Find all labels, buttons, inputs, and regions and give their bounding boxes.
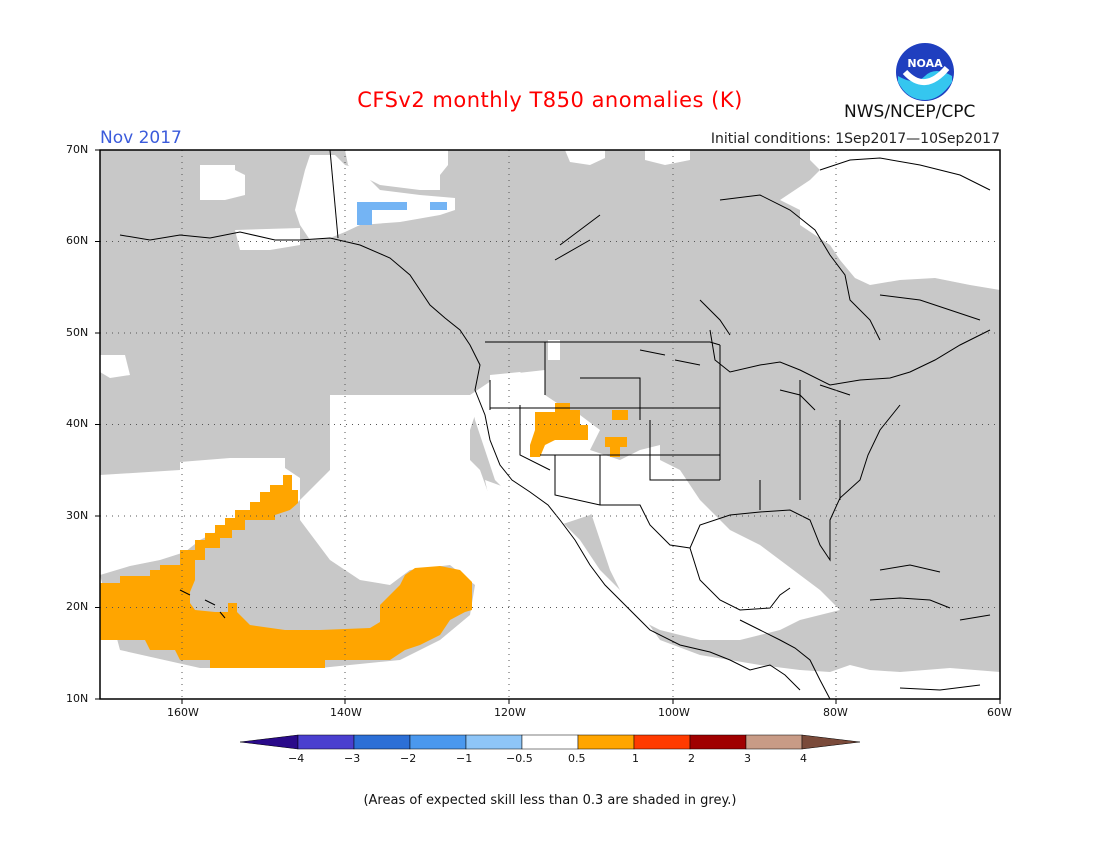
forecast-month: Nov 2017 (100, 128, 182, 148)
lon-label: 60W (987, 706, 1012, 719)
lon-label: 120W (494, 706, 526, 719)
warm-anomaly-area (100, 403, 628, 668)
lon-label: 80W (823, 706, 848, 719)
lon-label: 100W (658, 706, 690, 719)
colorbar (240, 734, 861, 750)
colorbar-segment (633, 734, 691, 750)
noaa-logo: NOAA (896, 43, 954, 101)
initial-conditions: Initial conditions: 1Sep2017—10Sep2017 (710, 131, 1000, 147)
colorbar-segment (577, 734, 635, 750)
colorbar-segment (353, 734, 411, 750)
graticule (100, 150, 1000, 699)
lat-label: 30N (66, 509, 89, 522)
colorbar-segment (745, 734, 803, 750)
colorbar-tick-label: −3 (344, 752, 361, 765)
lat-label: 10N (66, 692, 89, 705)
colorbar-tick-label: 0.5 (568, 752, 586, 765)
lon-label: 140W (330, 706, 362, 719)
skill-footnote: (Areas of expected skill less than 0.3 a… (363, 793, 737, 808)
colorbar-segment (521, 734, 579, 750)
colorbar-segment (689, 734, 747, 750)
colorbar-segment (297, 734, 355, 750)
lat-label: 40N (66, 417, 89, 430)
colorbar-high-arrow (801, 734, 861, 750)
colorbar-tick-label: 3 (744, 752, 751, 765)
colorbar-tick-label: −2 (400, 752, 417, 765)
map-title: CFSv2 monthly T850 anomalies (K) (357, 88, 743, 112)
colorbar-tick-label: 1 (632, 752, 639, 765)
colorbar-segment (465, 734, 523, 750)
colorbar-low-arrow (240, 734, 299, 750)
white-no-signal-area (100, 150, 1000, 699)
lat-label: 70N (66, 143, 89, 156)
lat-label: 50N (66, 326, 89, 339)
lat-label: 20N (66, 600, 89, 613)
colorbar-tick-label: 4 (800, 752, 807, 765)
colorbar-tick-label: −0.5 (506, 752, 533, 765)
cool-anomaly-area (357, 202, 447, 225)
noaa-logo-text: NOAA (907, 57, 943, 70)
colorbar-tick-label: 2 (688, 752, 695, 765)
lon-label: 160W (167, 706, 199, 719)
colorbar-tick-label: −4 (288, 752, 305, 765)
colorbar-tick-label: −1 (456, 752, 473, 765)
agency-label: NWS/NCEP/CPC (844, 102, 976, 122)
lat-label: 60N (66, 234, 89, 247)
coastlines (119, 150, 991, 699)
colorbar-segment (409, 734, 467, 750)
